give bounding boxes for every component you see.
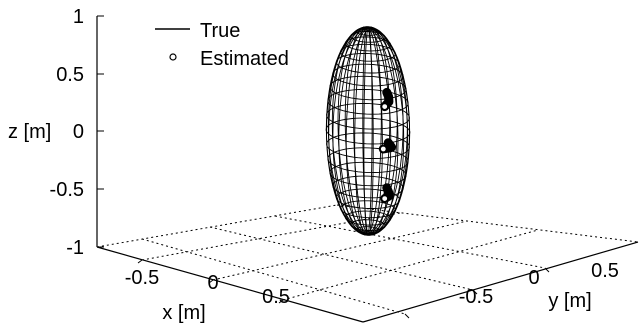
y-tick	[404, 313, 410, 319]
x-tick	[137, 259, 143, 264]
x-axis-label: x [m]	[162, 302, 205, 324]
ellipsoid-longitude-line	[367, 27, 408, 235]
x-tick-label: -0.5	[125, 267, 159, 289]
ellipsoid-longitude-line	[367, 26, 404, 235]
y-tick	[472, 289, 478, 295]
floor-grid	[96, 16, 639, 323]
trajectories	[378, 87, 397, 204]
x-tick-label: 0.5	[262, 286, 290, 308]
y-tick-label: 0.5	[591, 260, 619, 282]
estimated-point	[381, 195, 389, 203]
y-tick-label: 0	[528, 267, 539, 289]
ellipsoid-longitude-line	[332, 27, 369, 236]
floor-grid-line	[141, 238, 406, 315]
z-tick-label: 1	[73, 6, 84, 28]
y-axis-ticks: -0.5 0 0.5	[404, 260, 619, 319]
x-tick	[208, 279, 214, 284]
x-tick-label: 0	[207, 272, 218, 294]
ellipsoid-longitude-line	[362, 26, 369, 235]
legend: True Estimated	[155, 20, 289, 70]
ellipsoid-longitude-line	[367, 26, 373, 235]
estimated-point	[381, 102, 389, 111]
floor-edge-back-left	[96, 204, 338, 248]
x-axis-ticks: -0.5 0 0.5	[125, 259, 290, 308]
z-tick-label: 0	[73, 121, 84, 143]
ellipsoid-longitude-line	[353, 26, 369, 235]
true-trajectory-line	[378, 138, 397, 154]
floor-grid-line	[141, 212, 401, 261]
ellipsoid-longitude-line	[328, 27, 369, 235]
z-axis-label: z [m]	[8, 121, 51, 143]
estimated-point	[379, 145, 387, 153]
z-tick-label: -0.5	[50, 179, 84, 201]
ellipsoid-longitude-line	[367, 26, 391, 235]
ellipsoid-longitude-line	[363, 27, 369, 236]
z-axis-ticks: 1 0.5 0 -0.5 -1	[50, 6, 104, 259]
ellipsoid-longitude-line	[367, 27, 383, 236]
ellipsoid-longitude-line	[367, 26, 382, 235]
y-tick	[544, 267, 550, 273]
floor-grid-line	[282, 229, 539, 301]
floor-grid-line	[274, 215, 546, 269]
floor-edge-back-right	[336, 204, 639, 243]
legend-estimated-label: Estimated	[200, 48, 289, 70]
x-tick	[278, 299, 284, 304]
ellipsoid-longitude-line	[367, 26, 398, 235]
legend-true-label: True	[200, 20, 240, 42]
floor-edge-front-right	[362, 241, 639, 323]
y-tick-label: -0.5	[459, 286, 493, 308]
floor-grid-line	[212, 220, 468, 281]
floor-grid-line	[209, 226, 474, 291]
legend-estimated-swatch	[169, 53, 177, 61]
y-axis-label: y [m]	[548, 290, 591, 312]
z-tick-label: 0.5	[56, 64, 84, 86]
z-tick-label: -1	[66, 237, 84, 259]
ellipsoid-wireframe	[325, 26, 411, 236]
floor-edge-front-left	[96, 246, 364, 323]
